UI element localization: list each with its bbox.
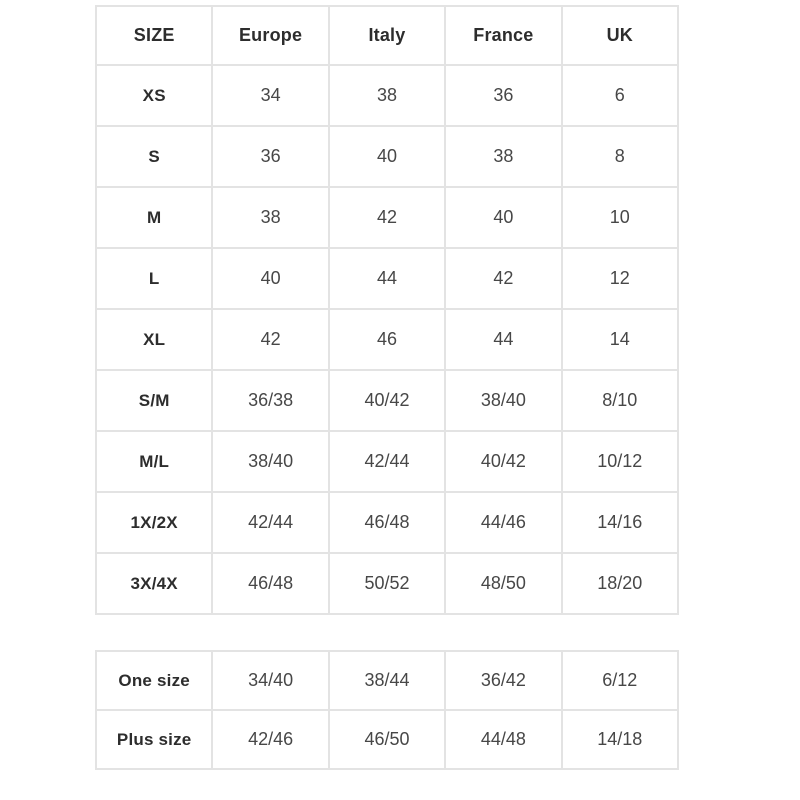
value-cell-france: 48/50: [444, 552, 563, 615]
value-cell-uk: 18/20: [560, 552, 680, 615]
value-cell-uk: 10/12: [560, 430, 680, 493]
size-label-cell: Plus size: [94, 709, 214, 770]
value-cell-uk: 14: [560, 308, 680, 371]
table-row-sm: S/M 36/38 40/42 38/40 8/10: [94, 369, 680, 432]
column-header-italy: Italy: [327, 5, 447, 66]
table-row-xl: XL 42 46 44 14: [94, 308, 680, 371]
value-cell-italy: 46/48: [327, 491, 447, 554]
value-cell-france: 44/46: [444, 491, 563, 554]
value-cell-uk: 12: [560, 247, 680, 310]
table-row-one-size: One size 34/40 38/44 36/42 6/12: [94, 650, 680, 711]
table-row-m: M 38 42 40 10: [94, 186, 680, 249]
value-cell-italy: 40: [327, 125, 447, 188]
value-cell-uk: 14/16: [560, 491, 680, 554]
value-cell-uk: 6/12: [560, 650, 680, 711]
value-cell-italy: 42: [327, 186, 447, 249]
size-conversion-table: SIZE Europe Italy France UK XS 34 38 36 …: [94, 5, 680, 615]
size-label-cell: 3X/4X: [94, 552, 214, 615]
column-header-europe: Europe: [211, 5, 330, 66]
special-sizes-body: One size 34/40 38/44 36/42 6/12 Plus siz…: [94, 650, 680, 770]
value-cell-france: 40/42: [444, 430, 563, 493]
size-label-cell: One size: [94, 650, 214, 711]
size-label-cell: M: [94, 186, 214, 249]
table-row-plus-size: Plus size 42/46 46/50 44/48 14/18: [94, 709, 680, 770]
value-cell-uk: 6: [560, 64, 680, 127]
table-row-l: L 40 44 42 12: [94, 247, 680, 310]
table-header: SIZE Europe Italy France UK: [94, 5, 680, 66]
column-header-france: France: [444, 5, 563, 66]
value-cell-europe: 36: [211, 125, 330, 188]
value-cell-italy: 38/44: [327, 650, 447, 711]
value-cell-france: 40: [444, 186, 563, 249]
size-label-cell: XL: [94, 308, 214, 371]
value-cell-italy: 46: [327, 308, 447, 371]
table-body: XS 34 38 36 6 S 36 40 38 8 M 38 42 40 10: [94, 64, 680, 615]
value-cell-italy: 42/44: [327, 430, 447, 493]
value-cell-europe: 42/44: [211, 491, 330, 554]
size-label-cell: M/L: [94, 430, 214, 493]
header-row: SIZE Europe Italy France UK: [94, 5, 680, 66]
value-cell-italy: 38: [327, 64, 447, 127]
value-cell-france: 38/40: [444, 369, 563, 432]
size-label-cell: XS: [94, 64, 214, 127]
table-row-s: S 36 40 38 8: [94, 125, 680, 188]
value-cell-uk: 8/10: [560, 369, 680, 432]
size-label-cell: 1X/2X: [94, 491, 214, 554]
table-row-ml: M/L 38/40 42/44 40/42 10/12: [94, 430, 680, 493]
value-cell-france: 38: [444, 125, 563, 188]
value-cell-europe: 38: [211, 186, 330, 249]
value-cell-france: 42: [444, 247, 563, 310]
value-cell-italy: 50/52: [327, 552, 447, 615]
value-cell-europe: 34: [211, 64, 330, 127]
column-header-uk: UK: [560, 5, 680, 66]
special-sizes-table: One size 34/40 38/44 36/42 6/12 Plus siz…: [94, 650, 680, 770]
table-row-1x2x: 1X/2X 42/44 46/48 44/46 14/16: [94, 491, 680, 554]
value-cell-europe: 40: [211, 247, 330, 310]
value-cell-france: 36/42: [444, 650, 563, 711]
value-cell-france: 44/48: [444, 709, 563, 770]
size-label-cell: S: [94, 125, 214, 188]
value-cell-france: 36: [444, 64, 563, 127]
value-cell-europe: 42: [211, 308, 330, 371]
value-cell-italy: 44: [327, 247, 447, 310]
value-cell-europe: 38/40: [211, 430, 330, 493]
value-cell-europe: 46/48: [211, 552, 330, 615]
size-conversion-chart: SIZE Europe Italy France UK XS 34 38 36 …: [94, 5, 680, 770]
value-cell-europe: 36/38: [211, 369, 330, 432]
value-cell-europe: 34/40: [211, 650, 330, 711]
value-cell-uk: 10: [560, 186, 680, 249]
value-cell-europe: 42/46: [211, 709, 330, 770]
size-label-cell: L: [94, 247, 214, 310]
table-row-3x4x: 3X/4X 46/48 50/52 48/50 18/20: [94, 552, 680, 615]
table-row-xs: XS 34 38 36 6: [94, 64, 680, 127]
value-cell-france: 44: [444, 308, 563, 371]
size-label-cell: S/M: [94, 369, 214, 432]
column-header-size: SIZE: [94, 5, 214, 66]
value-cell-uk: 8: [560, 125, 680, 188]
value-cell-italy: 40/42: [327, 369, 447, 432]
value-cell-italy: 46/50: [327, 709, 447, 770]
value-cell-uk: 14/18: [560, 709, 680, 770]
